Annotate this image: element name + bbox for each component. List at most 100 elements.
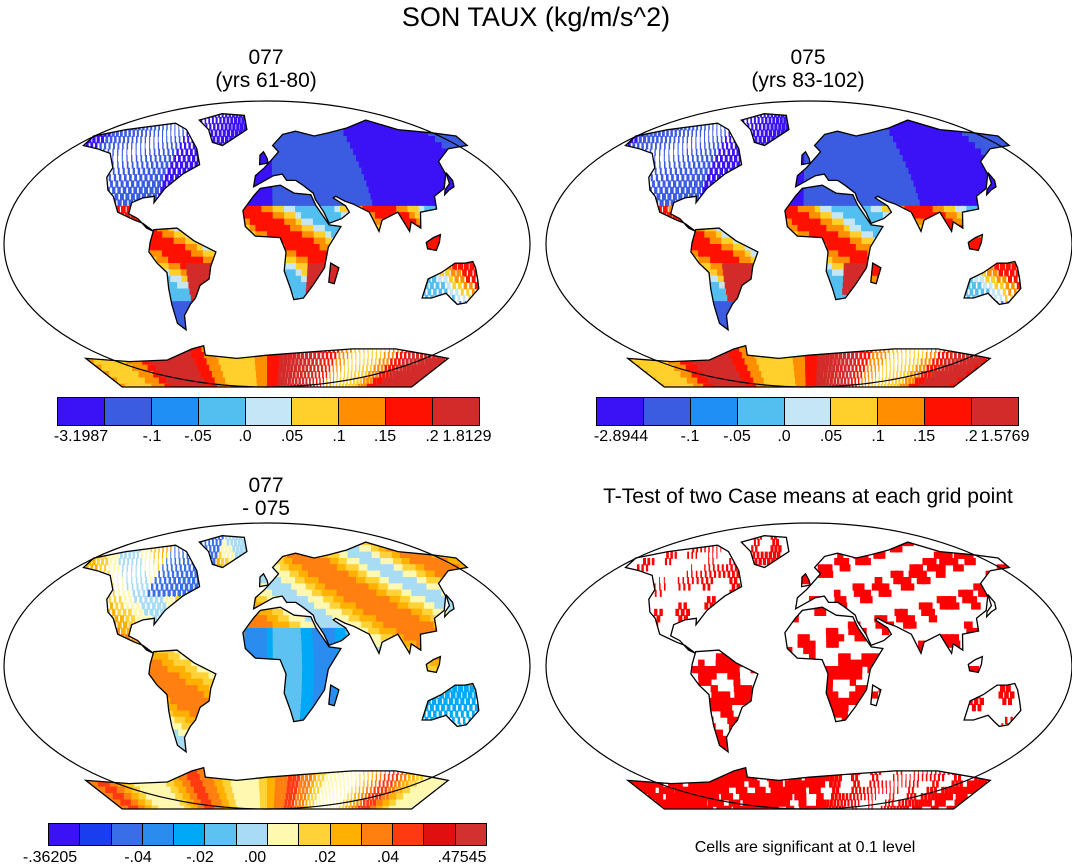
cb2-tick-label: -2.8944 bbox=[593, 428, 649, 445]
cb1-tick-label: -.05 bbox=[184, 428, 212, 445]
panel-1-title: 077 (yrs 61-80) bbox=[166, 46, 366, 92]
cb1-tick-label: .1 bbox=[332, 428, 346, 445]
cb2-swatch bbox=[784, 398, 832, 425]
panel-3-title-line1: 077 bbox=[248, 474, 284, 497]
cb2-tick-label: -.1 bbox=[680, 428, 700, 445]
coastline-eurasia bbox=[252, 541, 469, 656]
coastline-madagascar bbox=[870, 684, 882, 707]
map-boundary bbox=[545, 100, 1072, 388]
cb1-swatch bbox=[151, 398, 199, 425]
cb3-swatch bbox=[424, 824, 456, 845]
coastline-uk bbox=[258, 572, 269, 588]
colorbar-difference bbox=[48, 823, 487, 846]
colorbar-077 bbox=[57, 397, 480, 426]
coastline-samerica bbox=[148, 649, 217, 754]
map-boundary bbox=[3, 522, 531, 810]
cb3-swatch bbox=[142, 824, 175, 845]
cb2-swatch bbox=[690, 398, 738, 425]
coastline-greenland bbox=[740, 535, 790, 569]
coastline-madagascar bbox=[328, 262, 340, 285]
panel-4-title: T-Test of two Case means at each grid po… bbox=[548, 485, 1068, 508]
cb3-swatch bbox=[330, 824, 362, 845]
coastline-australia bbox=[963, 682, 1022, 728]
cb2-swatch bbox=[737, 398, 785, 425]
cb3-swatch bbox=[361, 824, 394, 845]
coastline-samerica bbox=[690, 227, 759, 332]
cb2-swatch bbox=[878, 398, 926, 425]
cb2-swatch bbox=[597, 398, 644, 425]
coastline-greenland bbox=[198, 113, 248, 147]
coastline-antarctica bbox=[625, 766, 992, 810]
cb2-tick-label: -.05 bbox=[723, 428, 751, 445]
coastline-japan bbox=[985, 594, 997, 619]
map-panel-difference bbox=[2, 522, 532, 810]
cb1-swatch bbox=[433, 398, 480, 425]
cb2-tick-label: .0 bbox=[777, 428, 791, 445]
cb1-tick-label: .2 bbox=[425, 428, 439, 445]
cb1-swatch bbox=[245, 398, 293, 425]
panel-2-title: 075 (yrs 83-102) bbox=[708, 46, 908, 92]
coastline-japan bbox=[443, 172, 455, 197]
coastline-namerica bbox=[82, 544, 201, 654]
cb3-swatch bbox=[393, 824, 425, 845]
coastline-borneo bbox=[425, 233, 442, 252]
coastline-namerica bbox=[82, 122, 201, 232]
coastline-africa bbox=[784, 606, 884, 723]
map-panel-ttest bbox=[544, 522, 1072, 810]
coastline-australia bbox=[421, 260, 480, 306]
cb3-swatch bbox=[49, 824, 81, 845]
cb3-tick-label: -.36205 bbox=[22, 849, 78, 866]
cb1-swatch bbox=[292, 398, 340, 425]
cb2-tick-label: 1.5769 bbox=[980, 428, 1030, 445]
cb1-tick-label: -.1 bbox=[142, 428, 162, 445]
coastline-uk bbox=[800, 150, 811, 166]
coastline-australia bbox=[963, 260, 1022, 306]
coastline-borneo bbox=[425, 655, 442, 674]
land-field bbox=[625, 113, 1021, 387]
cb1-tick-label: -3.1987 bbox=[53, 428, 109, 445]
cb3-swatch bbox=[299, 824, 331, 845]
map-boundary bbox=[545, 522, 1072, 810]
coastline-samerica bbox=[690, 649, 759, 754]
cb1-tick-label: .05 bbox=[280, 428, 304, 445]
coastline-eurasia bbox=[794, 119, 1011, 234]
cb3-swatch bbox=[236, 824, 268, 845]
coastline-africa bbox=[784, 184, 884, 301]
coastline-africa bbox=[242, 606, 342, 723]
map-boundary bbox=[3, 100, 531, 388]
coastline-borneo bbox=[967, 655, 984, 674]
cb2-swatch bbox=[831, 398, 879, 425]
cb1-tick-label: .0 bbox=[238, 428, 252, 445]
coastline-uk bbox=[800, 572, 811, 588]
coastline-uk bbox=[258, 150, 269, 166]
main-title: SON TAUX (kg/m/s^2) bbox=[401, 2, 671, 32]
cb2-swatch bbox=[643, 398, 691, 425]
cb1-swatch bbox=[198, 398, 246, 425]
cb1-tick-label: 1.8129 bbox=[442, 428, 492, 445]
panel-1-title-line2: (yrs 61-80) bbox=[215, 69, 317, 92]
cb1-swatch bbox=[386, 398, 434, 425]
cb1-swatch bbox=[104, 398, 152, 425]
coastline-australia bbox=[421, 682, 480, 728]
coastline-borneo bbox=[967, 233, 984, 252]
coastline-madagascar bbox=[328, 684, 340, 707]
coastline-namerica bbox=[624, 122, 743, 232]
map-panel-075 bbox=[544, 100, 1072, 388]
cb2-tick-label: .1 bbox=[871, 428, 885, 445]
coastline-japan bbox=[985, 172, 997, 197]
coastline-madagascar bbox=[870, 262, 882, 285]
cb2-tick-label: .2 bbox=[964, 428, 978, 445]
cb2-swatch bbox=[925, 398, 973, 425]
coastline-antarctica bbox=[83, 766, 450, 810]
colorbar-075 bbox=[596, 397, 1019, 426]
cb3-tick-label: .00 bbox=[243, 849, 267, 866]
panel-3-title: 077 - 075 bbox=[166, 474, 366, 520]
cb3-swatch bbox=[80, 824, 112, 845]
coastline-eurasia bbox=[794, 541, 1011, 656]
coastline-africa bbox=[242, 184, 342, 301]
panel-4-title-line1: T-Test of two Case means at each grid po… bbox=[603, 485, 1013, 508]
cb3-tick-label: .47545 bbox=[437, 849, 487, 866]
cb3-tick-label: -.02 bbox=[186, 849, 214, 866]
cb3-swatch bbox=[267, 824, 300, 845]
panel-2-title-line2: (yrs 83-102) bbox=[751, 69, 865, 92]
